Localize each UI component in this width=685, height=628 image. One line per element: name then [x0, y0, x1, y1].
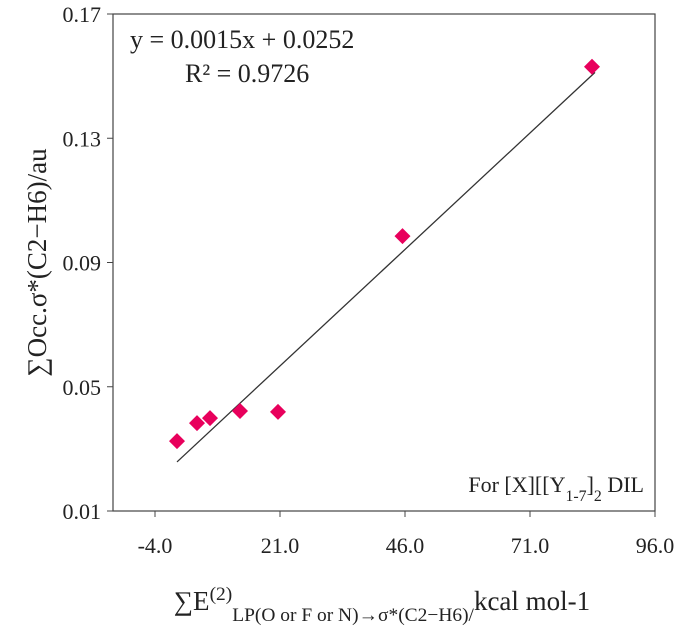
label-part: (2) — [210, 584, 233, 605]
label-part: ] — [587, 472, 594, 497]
y-tick-label: 0.09 — [63, 251, 102, 276]
y-tick-label: 0.17 — [63, 2, 102, 27]
label-part: LP(O or F or N)→σ*(C2−H6)/ — [232, 605, 474, 626]
plot-frame — [112, 13, 656, 512]
trend-equation: y = 0.0015x + 0.0252 — [130, 25, 354, 54]
data-point — [202, 410, 218, 427]
x-tick-label: 71.0 — [511, 533, 550, 558]
label-part: 1-7 — [565, 488, 586, 505]
x-tick-label: -4.0 — [138, 533, 173, 558]
x-tick-label: 46.0 — [386, 533, 425, 558]
data-point — [232, 402, 248, 419]
data-point — [394, 228, 411, 245]
x-axis-label: ∑E(2)LP(O or F or N)→σ*(C2−H6)/kcal mol-… — [174, 584, 590, 626]
label-part: For [X][[Y — [468, 472, 565, 497]
label-part: 2 — [594, 488, 602, 505]
y-tick-label: 0.13 — [63, 126, 102, 151]
x-tick-label: 96.0 — [636, 533, 675, 558]
label-part: DIL — [602, 472, 644, 497]
r-squared: R² = 0.9726 — [185, 59, 309, 88]
label-part: kcal mol-1 — [474, 586, 590, 616]
x-tick-label: 21.0 — [261, 533, 300, 558]
annotation: For [X][[Y1-7]2 DIL — [468, 472, 644, 505]
data-point — [169, 433, 185, 450]
data-point — [270, 403, 286, 420]
label-part: ∑E — [174, 586, 210, 616]
trendline — [176, 71, 596, 463]
y-tick-label: 0.01 — [63, 499, 102, 524]
data-point — [584, 58, 600, 75]
y-axis-label: ∑Occ.σ*(C2−H6)/au — [22, 148, 52, 377]
y-tick-label: 0.05 — [63, 375, 102, 400]
data-point — [189, 415, 205, 432]
